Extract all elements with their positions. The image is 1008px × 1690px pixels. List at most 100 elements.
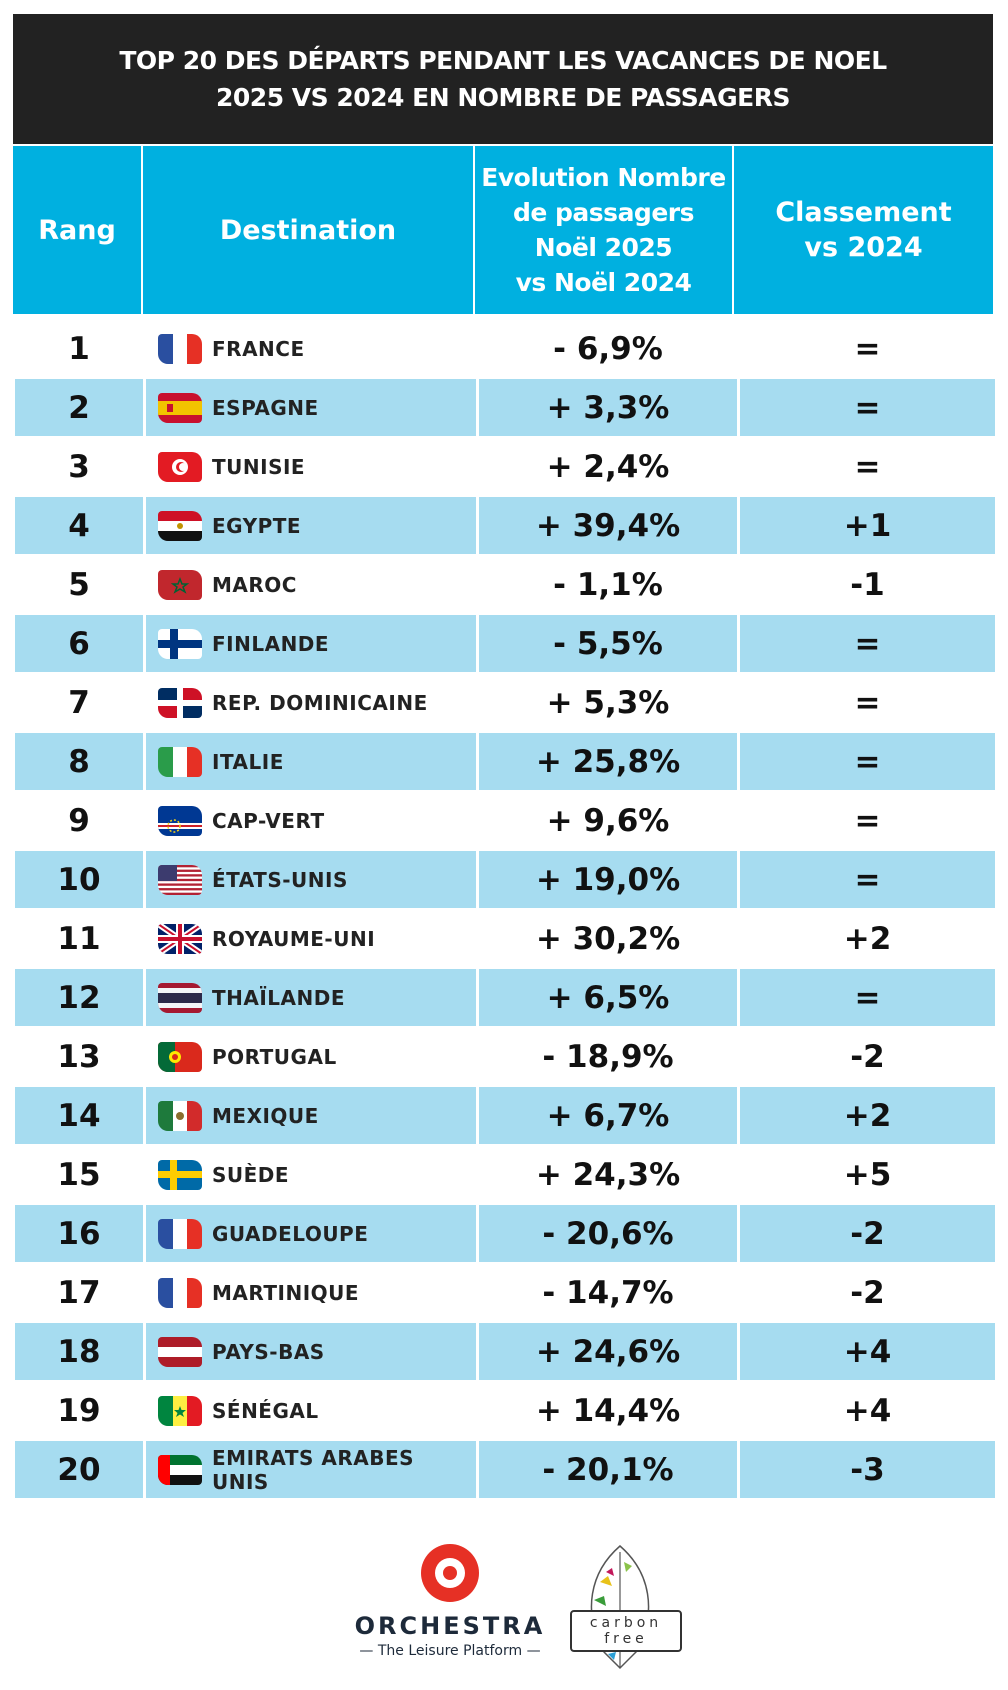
usa-flag-icon [158, 864, 202, 895]
rank-cell: 13 [57, 1038, 101, 1075]
uk-flag-icon [158, 923, 202, 954]
evolution-cell: + 3,3% [479, 379, 737, 436]
cape-verde-flag-icon [158, 805, 202, 836]
classement-cell: +4 [843, 1392, 892, 1429]
tunisia-flag-icon [158, 451, 202, 482]
destination-name: SÉNÉGAL [212, 1398, 319, 1423]
evolution-cell: + 19,0% [479, 851, 737, 908]
destination-name: CAP-VERT [212, 808, 325, 833]
classement-cell: -1 [850, 566, 885, 603]
rank-cell: 19 [57, 1392, 101, 1429]
france-flag-icon [158, 1218, 202, 1249]
table-row: 19 SÉNÉGAL + 14,4% +4 [15, 1382, 995, 1441]
evolution-cell: + 6,7% [479, 1087, 737, 1144]
rank-cell: 15 [57, 1156, 101, 1193]
column-header-destination: Destination [143, 146, 473, 314]
table-row: 3 TUNISIE + 2,4% = [15, 438, 995, 497]
classement-cell: +1 [740, 497, 995, 554]
evolution-cell: - 20,1% [479, 1441, 737, 1498]
destination-cell: EMIRATS ARABES UNIS [146, 1441, 476, 1498]
classement-cell: = [740, 969, 995, 1026]
evolution-cell: - 5,5% [479, 615, 737, 672]
portugal-flag-icon [158, 1041, 202, 1072]
classement-cell: -2 [850, 1038, 885, 1075]
classement-cell: = [854, 684, 881, 721]
destination-name: ESPAGNE [212, 395, 319, 420]
destination-cell: ITALIE [146, 733, 476, 790]
destination-cell: ÉTATS-UNIS [146, 851, 476, 908]
classement-cell: +5 [843, 1156, 892, 1193]
rank-cell: 14 [15, 1087, 143, 1144]
table-row: 20 EMIRATS ARABES UNIS - 20,1% -3 [15, 1441, 995, 1500]
table-row: 17 MARTINIQUE - 14,7% -2 [15, 1264, 995, 1323]
destination-cell: FINLANDE [146, 615, 476, 672]
table-row: 8 ITALIE + 25,8% = [15, 733, 995, 792]
table-row: 10 ÉTATS-UNIS + 19,0% = [15, 851, 995, 910]
destination-name: SUÈDE [212, 1162, 290, 1187]
italy-flag-icon [158, 746, 202, 777]
evolution-cell: - 20,6% [479, 1205, 737, 1262]
classement-cell: +2 [843, 920, 892, 957]
table-row: 14 MEXIQUE + 6,7% +2 [15, 1087, 995, 1146]
evolution-cell: - 6,9% [553, 330, 663, 367]
finland-flag-icon [158, 628, 202, 659]
destination-cell: MEXIQUE [146, 1087, 476, 1144]
classement-cell: = [854, 802, 881, 839]
rank-cell: 20 [15, 1441, 143, 1498]
classement-cell: = [854, 448, 881, 485]
destination-name: FRANCE [212, 336, 305, 361]
evolution-cell: + 39,4% [479, 497, 737, 554]
destination-name: ÉTATS-UNIS [212, 867, 348, 892]
mexico-flag-icon [158, 1100, 202, 1131]
thailand-flag-icon [158, 982, 202, 1013]
evolution-cell: + 5,3% [546, 684, 670, 721]
rank-cell: 11 [57, 920, 101, 957]
table-row: 16 GUADELOUPE - 20,6% -2 [15, 1205, 995, 1264]
classement-cell: = [740, 615, 995, 672]
table-row: 2 ESPAGNE + 3,3% = [15, 379, 995, 438]
table-row: 4 EGYPTE + 39,4% +1 [15, 497, 995, 556]
destination-name: MEXIQUE [212, 1103, 319, 1128]
table-row: 6 FINLANDE - 5,5% = [15, 615, 995, 674]
destination-name: THAÏLANDE [212, 985, 346, 1010]
classement-cell: = [854, 330, 881, 367]
classement-cell: = [740, 851, 995, 908]
rank-cell: 8 [15, 733, 143, 790]
table-row: 9 CAP-VERT + 9,6% = [15, 792, 995, 851]
orchestra-tagline: — The Leisure Platform — [359, 1643, 541, 1659]
column-header-evolution: Evolution Nombre de passagers Noël 2025 … [475, 146, 732, 314]
destination-cell: PAYS-BAS [146, 1323, 476, 1380]
destination-cell: FRANCE [146, 320, 476, 377]
rank-cell: 17 [57, 1274, 101, 1311]
evolution-cell: + 30,2% [535, 920, 681, 957]
table-row: 5 MAROC - 1,1% -1 [15, 556, 995, 615]
destination-name: PAYS-BAS [212, 1339, 325, 1364]
spain-flag-icon [158, 392, 202, 423]
destination-name: PORTUGAL [212, 1044, 337, 1069]
column-header-rang: Rang [13, 146, 141, 314]
destination-name: ROYAUME-UNI [212, 926, 376, 951]
destination-cell: CAP-VERT [146, 792, 476, 849]
ranking-table: 1 FRANCE - 6,9% = 2 ESPAGNE + 3,3% = 3 TUNISIE + 2… [15, 320, 995, 1500]
table-row: 18 PAYS-BAS + 24,6% +4 [15, 1323, 995, 1382]
destination-cell: TUNISIE [146, 438, 476, 495]
orchestra-logo-icon [421, 1544, 479, 1602]
destination-name: FINLANDE [212, 631, 330, 656]
destination-cell: REP. DOMINICAINE [146, 674, 476, 731]
destination-cell: MARTINIQUE [146, 1264, 476, 1321]
evolution-cell: + 2,4% [546, 448, 670, 485]
evolution-cell: + 9,6% [546, 802, 670, 839]
title-line-1: TOP 20 DES DÉPARTS PENDANT LES VACANCES … [119, 46, 887, 75]
senegal-flag-icon [158, 1395, 202, 1426]
evolution-cell: - 14,7% [542, 1274, 674, 1311]
page-title: TOP 20 DES DÉPARTS PENDANT LES VACANCES … [13, 14, 993, 144]
france-flag-icon [158, 1277, 202, 1308]
destination-name: EGYPTE [212, 513, 302, 538]
classement-cell: = [740, 733, 995, 790]
table-row: 15 SUÈDE + 24,3% +5 [15, 1146, 995, 1205]
rank-cell: 4 [15, 497, 143, 554]
destination-cell: MAROC [146, 556, 476, 613]
destination-name: REP. DOMINICAINE [212, 690, 428, 715]
table-row: 13 PORTUGAL - 18,9% -2 [15, 1028, 995, 1087]
classement-cell: +4 [740, 1323, 995, 1380]
